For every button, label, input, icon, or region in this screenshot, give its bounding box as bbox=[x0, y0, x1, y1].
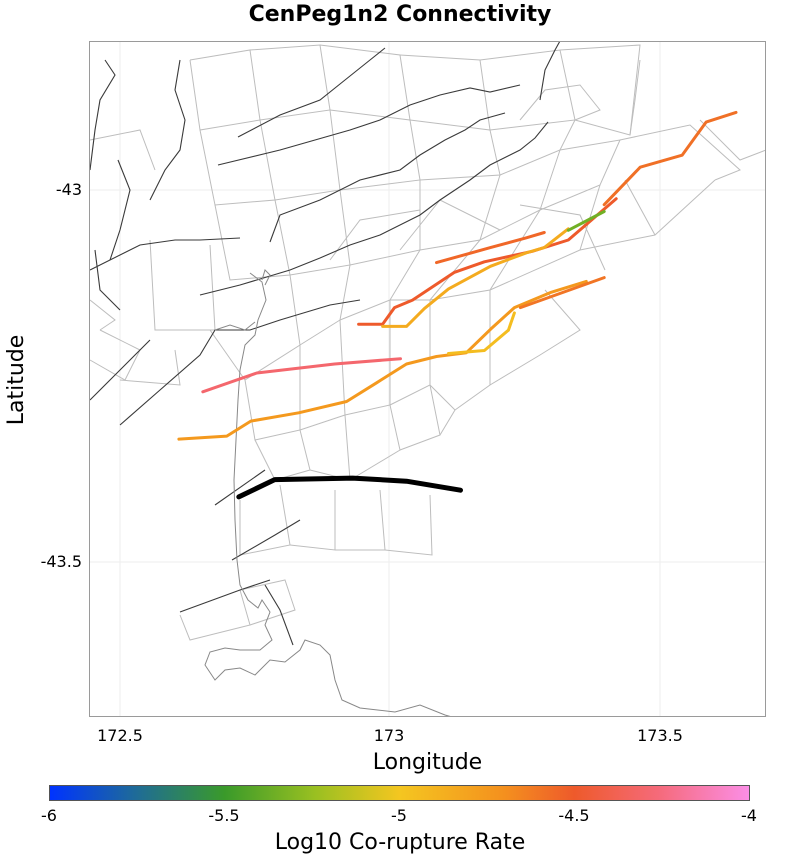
coastline bbox=[204, 269, 453, 717]
connected-fault-trace bbox=[357, 197, 618, 326]
colorbar-tick-label: -4 bbox=[741, 806, 757, 825]
y-axis-label: Latitude bbox=[4, 334, 29, 426]
colorbar-tick-label: -5.5 bbox=[208, 806, 240, 825]
connected-fault-trace bbox=[518, 276, 606, 310]
connected-fault-trace bbox=[602, 110, 738, 207]
x-axis-label: Longitude bbox=[372, 750, 483, 775]
connected-fault-trace bbox=[566, 210, 606, 232]
connected-fault-trace bbox=[177, 279, 588, 441]
colorbar-tick-label: -4.5 bbox=[558, 806, 590, 825]
x-tick-label: 173.5 bbox=[637, 726, 683, 745]
y-tick-label: -43 bbox=[55, 180, 82, 199]
plot-area bbox=[89, 41, 766, 717]
gridlines bbox=[89, 41, 766, 717]
colorbar-tick-label: -6 bbox=[41, 806, 57, 825]
colorbar-label: Log10 Co-rupture Rate bbox=[274, 830, 526, 855]
fault-traces bbox=[89, 41, 561, 646]
connected-fault-trace bbox=[435, 231, 546, 265]
colorbar bbox=[49, 785, 750, 801]
connected-faults bbox=[177, 110, 738, 441]
connected-fault-trace bbox=[447, 311, 516, 355]
chart-title: CenPeg1n2 Connectivity bbox=[248, 2, 552, 27]
connected-fault-trace bbox=[381, 227, 570, 328]
fault-section-outlines bbox=[89, 44, 766, 641]
connected-fault-trace bbox=[201, 357, 402, 394]
source-fault-trace bbox=[236, 475, 463, 500]
colorbar-tick-label: -5 bbox=[391, 806, 407, 825]
y-tick-label: -43.5 bbox=[40, 552, 82, 571]
x-tick-label: 173 bbox=[373, 726, 405, 745]
x-tick-label: 172.5 bbox=[97, 726, 143, 745]
